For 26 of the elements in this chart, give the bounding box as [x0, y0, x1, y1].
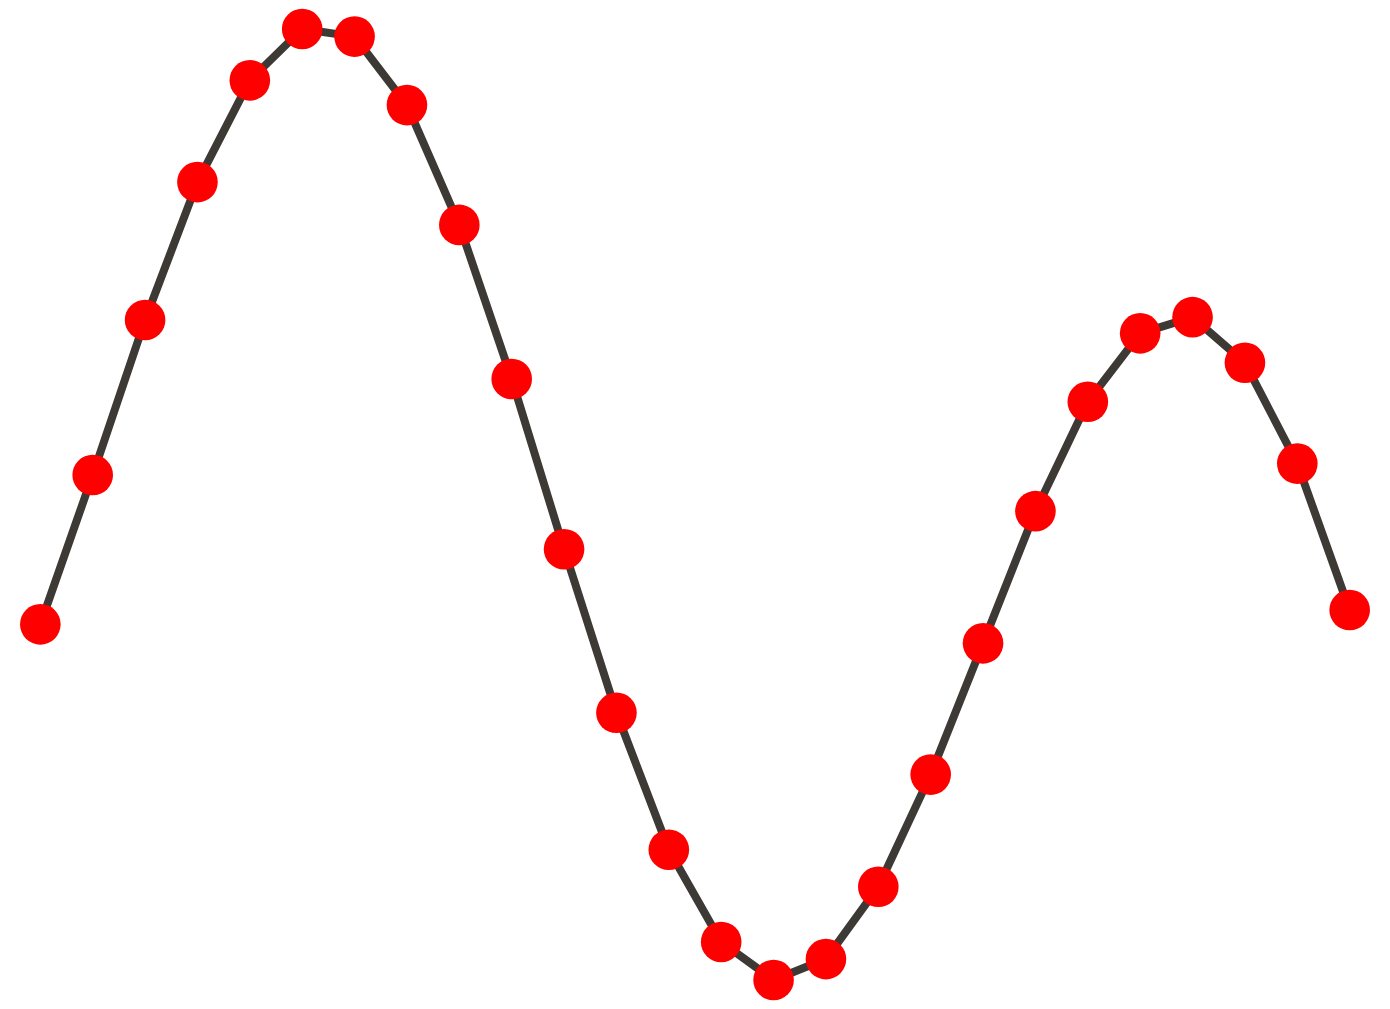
- point: [648, 829, 690, 870]
- point: [1329, 589, 1370, 631]
- point: [1067, 381, 1109, 423]
- point: [753, 959, 794, 1001]
- point: [962, 623, 1004, 664]
- point: [281, 8, 323, 50]
- point: [386, 84, 428, 126]
- point: [229, 60, 271, 101]
- point: [491, 358, 532, 400]
- point: [20, 604, 61, 645]
- point: [1119, 313, 1161, 354]
- point: [1172, 296, 1213, 338]
- point: [439, 204, 480, 246]
- point: [1276, 443, 1318, 484]
- point: [177, 161, 218, 203]
- point: [805, 938, 847, 980]
- point: [334, 16, 375, 57]
- point: [543, 528, 585, 570]
- point: [858, 866, 899, 908]
- point: [910, 754, 951, 795]
- point: [124, 299, 166, 341]
- point: [1015, 490, 1056, 532]
- point: [700, 921, 742, 963]
- point: [72, 454, 114, 496]
- point: [1224, 342, 1266, 384]
- point: [596, 692, 637, 734]
